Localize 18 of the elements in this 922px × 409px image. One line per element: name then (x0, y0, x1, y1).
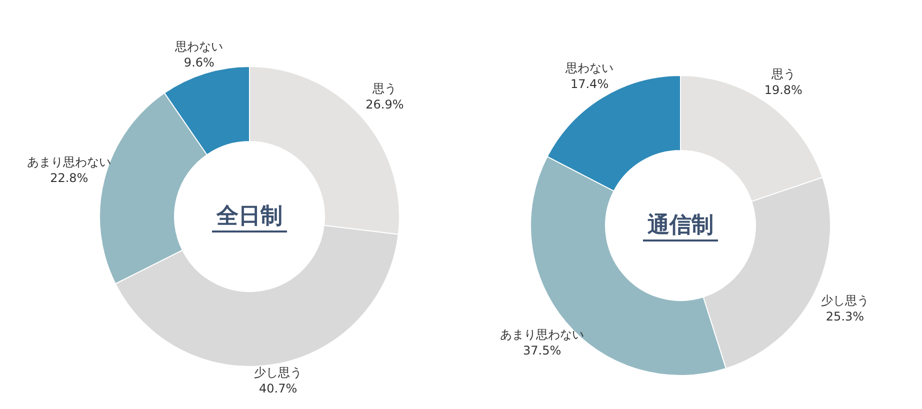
slice-label: あまり思わない (27, 155, 112, 170)
data-label: 9.6% (184, 56, 214, 70)
data-label: 25.3% (826, 310, 864, 324)
slice-label: あまり思わない (500, 327, 584, 342)
data-label: 37.5% (522, 343, 562, 358)
slice-label: 少し思う (820, 294, 869, 308)
data-label: 19.8% (764, 83, 802, 98)
data-label: 17.4% (570, 77, 609, 92)
slice-label: 思わない (174, 40, 224, 54)
data-label: 22.8% (50, 171, 88, 186)
text: 通信制 (646, 213, 714, 238)
text: 全日制 (216, 204, 282, 229)
slice-label: 少し思う (254, 365, 302, 380)
data-label: 26.9% (366, 98, 404, 112)
slice-label: 思う (770, 67, 796, 82)
slice-label: 思う (372, 82, 397, 96)
data-label: 40.7% (259, 381, 298, 396)
slice-label: 思わない (564, 61, 614, 76)
